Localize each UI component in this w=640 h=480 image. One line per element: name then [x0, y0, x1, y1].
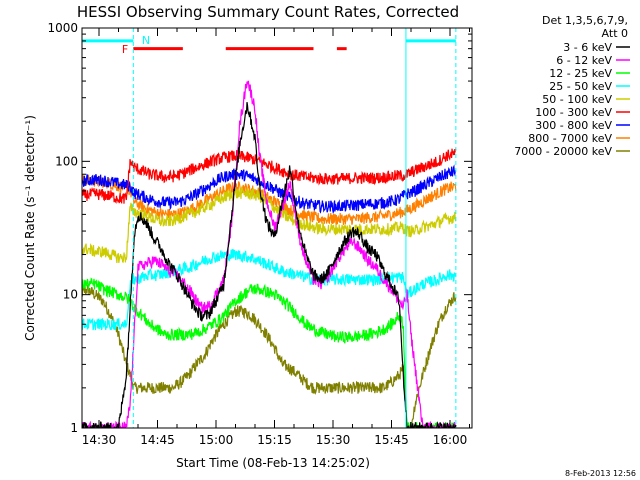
legend-label: 800 - 7000 keV: [528, 132, 612, 145]
series-line: [82, 174, 457, 226]
series-path: [82, 148, 457, 204]
y-tick-label: 10: [63, 288, 78, 302]
x-tick-label: 14:30: [82, 433, 117, 447]
series-path: [82, 102, 457, 428]
plot-frame: [81, 27, 473, 429]
night-flag-label: N: [142, 34, 150, 47]
series-line: [82, 80, 457, 428]
x-tick-label: 15:30: [316, 433, 351, 447]
y-tick-label: 1: [70, 421, 78, 435]
y-tick-label: 1000: [47, 21, 78, 35]
series-path: [82, 164, 457, 214]
x-tick-label: 16:00: [433, 433, 468, 447]
legend-label: 50 - 100 keV: [542, 93, 612, 106]
legend-label: 3 - 6 keV: [563, 41, 612, 54]
x-tick-label: 15:15: [257, 433, 292, 447]
legend-label: 12 - 25 keV: [549, 67, 612, 80]
legend-label: 6 - 12 keV: [556, 54, 612, 67]
legend-label: 100 - 300 keV: [535, 106, 612, 119]
series-path: [82, 249, 457, 331]
x-tick-label: 15:45: [374, 433, 409, 447]
x-axis-label: Start Time (08-Feb-13 14:25:02): [176, 456, 370, 470]
y-tick-label: 100: [55, 154, 78, 168]
series-line: [82, 283, 457, 428]
series-path: [82, 174, 457, 226]
flare-flag-label: F: [122, 43, 128, 56]
footer-timestamp: 8-Feb-2013 12:56: [565, 469, 636, 478]
legend-label: 7000 - 20000 keV: [514, 145, 612, 158]
legend-label: 25 - 50 keV: [549, 80, 612, 93]
series-line: [82, 277, 457, 428]
series-path: [82, 283, 457, 428]
legend-label: 300 - 800 keV: [535, 119, 612, 132]
y-axis-label: Corrected Count Rate (s⁻¹ detector⁻¹): [23, 115, 37, 341]
series-line: [82, 249, 457, 331]
chart-title: HESSI Observing Summary Count Rates, Cor…: [77, 3, 459, 21]
x-tick-label: 15:00: [199, 433, 234, 447]
x-tick-label: 14:45: [140, 433, 175, 447]
legend-header-line2: Att 0: [602, 27, 628, 40]
series-line: [82, 102, 457, 428]
series-line: [82, 164, 457, 214]
series-line: [82, 148, 457, 204]
series-path: [82, 277, 457, 428]
series-path: [82, 80, 457, 428]
legend-header-line1: Det 1,3,5,6,7,9,: [542, 14, 628, 27]
